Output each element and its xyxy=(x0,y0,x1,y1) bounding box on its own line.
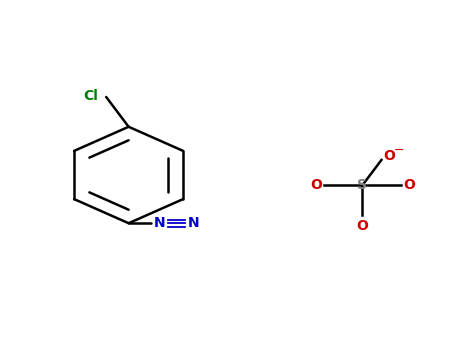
Text: Cl: Cl xyxy=(83,89,98,103)
Text: O: O xyxy=(356,219,368,233)
Text: −: − xyxy=(394,144,404,157)
Text: O: O xyxy=(310,178,322,192)
Text: N: N xyxy=(153,216,165,230)
Text: O: O xyxy=(384,149,395,163)
Text: O: O xyxy=(403,178,415,192)
Text: N: N xyxy=(188,216,200,230)
Text: S: S xyxy=(357,178,367,192)
